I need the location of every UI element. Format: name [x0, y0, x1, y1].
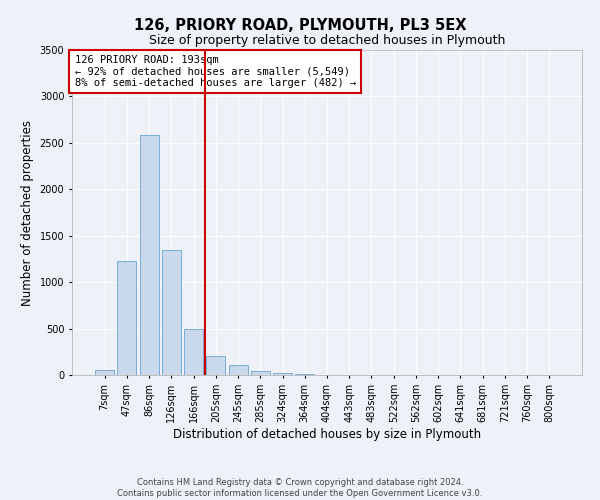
Text: Contains HM Land Registry data © Crown copyright and database right 2024.
Contai: Contains HM Land Registry data © Crown c…: [118, 478, 482, 498]
Bar: [118, 261, 136, 375]
Bar: [162, 250, 181, 375]
Y-axis label: Number of detached properties: Number of detached properties: [21, 120, 34, 306]
Bar: [295, 374, 314, 375]
Bar: [251, 371, 270, 375]
Bar: [229, 365, 248, 375]
Bar: [184, 328, 203, 375]
X-axis label: Distribution of detached houses by size in Plymouth: Distribution of detached houses by size …: [173, 428, 481, 440]
Bar: [273, 373, 292, 375]
Bar: [140, 134, 158, 375]
Bar: [95, 370, 114, 375]
Text: 126 PRIORY ROAD: 193sqm
← 92% of detached houses are smaller (5,549)
8% of semi-: 126 PRIORY ROAD: 193sqm ← 92% of detache…: [74, 55, 356, 88]
Text: 126, PRIORY ROAD, PLYMOUTH, PL3 5EX: 126, PRIORY ROAD, PLYMOUTH, PL3 5EX: [134, 18, 466, 32]
Title: Size of property relative to detached houses in Plymouth: Size of property relative to detached ho…: [149, 34, 505, 48]
Bar: [206, 356, 225, 375]
